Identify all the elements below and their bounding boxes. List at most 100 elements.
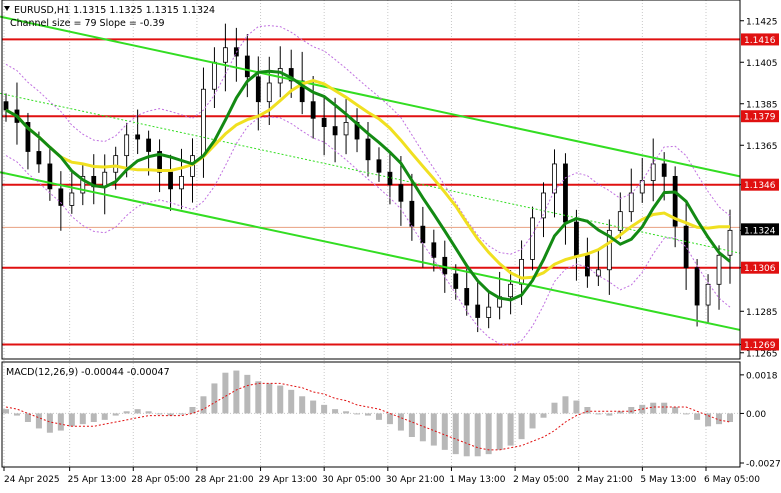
candle-body bbox=[683, 225, 689, 269]
macd-bar bbox=[46, 413, 53, 433]
candle-body bbox=[694, 267, 700, 306]
macd-bar bbox=[562, 396, 569, 414]
current-price-label: 1.1324 bbox=[744, 226, 776, 236]
level-tag-label: 1.1379 bbox=[744, 113, 776, 123]
candle-body bbox=[266, 82, 272, 103]
candle-body bbox=[168, 171, 173, 190]
macd-bar bbox=[617, 411, 624, 414]
macd-bar bbox=[277, 385, 284, 414]
candle-body bbox=[3, 101, 9, 111]
level-tag bbox=[741, 178, 779, 191]
candle-body bbox=[47, 163, 53, 190]
y-tick-label: 1.1425 bbox=[746, 17, 778, 27]
macd-bar bbox=[551, 402, 558, 414]
macd-bar bbox=[485, 413, 492, 455]
level-tag-label: 1.1306 bbox=[744, 264, 776, 274]
candle-body bbox=[453, 273, 459, 289]
macd-bar bbox=[189, 407, 196, 414]
candle-body bbox=[552, 163, 557, 194]
candle-body bbox=[628, 192, 634, 213]
macd-bar bbox=[397, 413, 404, 431]
candle-body bbox=[486, 306, 492, 318]
candle-body bbox=[179, 175, 184, 190]
macd-bar bbox=[540, 413, 547, 418]
x-tick-label: 25 Apr 13:00 bbox=[68, 475, 127, 485]
candle-body bbox=[727, 229, 733, 256]
symbol-dropdown-icon[interactable] bbox=[4, 6, 10, 11]
candle-body bbox=[157, 151, 162, 173]
level-tag bbox=[741, 261, 779, 274]
candle-body bbox=[135, 134, 141, 140]
candle-body bbox=[574, 221, 579, 256]
macd-bar bbox=[68, 413, 75, 427]
band-upper bbox=[5, 25, 731, 255]
x-tick-label: 30 Apr 05:00 bbox=[322, 475, 381, 485]
macd-bar bbox=[573, 400, 580, 414]
macd-bar bbox=[222, 372, 229, 414]
candle-body bbox=[321, 117, 327, 127]
price-panel-frame bbox=[1, 0, 741, 360]
candle-body bbox=[716, 254, 722, 285]
macd-bar bbox=[408, 413, 415, 437]
macd-bar bbox=[288, 389, 295, 414]
macd-bar bbox=[255, 381, 262, 414]
candle-body bbox=[617, 211, 623, 231]
candle-body bbox=[36, 151, 42, 165]
macd-bar bbox=[716, 413, 723, 425]
candle-body bbox=[58, 188, 64, 206]
candle-body bbox=[343, 122, 349, 136]
candle-body bbox=[650, 163, 656, 181]
level-tag-label: 1.1269 bbox=[744, 341, 776, 351]
candle-body bbox=[222, 47, 228, 63]
macd-bar bbox=[518, 413, 525, 440]
x-tick-label: 6 May 05:00 bbox=[704, 475, 760, 485]
x-tick-label: 24 Apr 2025 bbox=[4, 475, 60, 485]
macd-bar bbox=[529, 413, 536, 429]
macd-bar bbox=[233, 370, 240, 414]
candle-body bbox=[102, 171, 108, 188]
y-tick-label: 1.1385 bbox=[746, 100, 778, 110]
macd-bar bbox=[123, 411, 130, 414]
macd-bar bbox=[57, 413, 64, 431]
macd-bar bbox=[321, 404, 328, 414]
macd-bar bbox=[35, 413, 42, 429]
candle-body bbox=[212, 61, 217, 90]
candle-body bbox=[661, 163, 667, 177]
macd-bar bbox=[310, 400, 317, 414]
candle-body bbox=[332, 126, 338, 136]
macd-bar bbox=[134, 409, 141, 414]
macd-bar bbox=[101, 413, 108, 420]
macd-bar bbox=[178, 413, 185, 415]
macd-bar bbox=[375, 413, 382, 420]
candle-body bbox=[113, 155, 119, 173]
level-tag bbox=[741, 338, 779, 351]
candle-body bbox=[25, 122, 31, 152]
macd-bar bbox=[3, 409, 9, 414]
candle-body bbox=[310, 101, 316, 119]
x-tick-label: 2 May 05:00 bbox=[513, 475, 569, 485]
candle-body bbox=[442, 256, 448, 275]
macd-bar bbox=[463, 413, 470, 457]
candle-body bbox=[705, 283, 711, 306]
macd-bar bbox=[90, 413, 97, 422]
macd-bar bbox=[266, 383, 273, 414]
macd-panel-frame bbox=[1, 361, 741, 468]
candle-body bbox=[376, 159, 382, 173]
candle-body bbox=[201, 88, 206, 157]
macd-bar bbox=[650, 402, 657, 414]
macd-y-label: 0.0018 bbox=[746, 371, 778, 381]
y-tick-label: 1.1265 bbox=[746, 349, 778, 359]
candle-body bbox=[124, 134, 130, 157]
level-tag-label: 1.1416 bbox=[744, 36, 776, 46]
candle-body bbox=[508, 283, 514, 298]
macd-bar bbox=[79, 413, 86, 425]
macd-y-label: -0.0027 bbox=[746, 460, 781, 470]
candle-body bbox=[431, 242, 437, 258]
x-tick-label: 30 Apr 21:00 bbox=[386, 475, 445, 485]
macd-bar bbox=[584, 407, 591, 414]
candle-body bbox=[541, 192, 546, 219]
candle-body bbox=[475, 304, 481, 318]
macd-bar bbox=[628, 407, 635, 414]
